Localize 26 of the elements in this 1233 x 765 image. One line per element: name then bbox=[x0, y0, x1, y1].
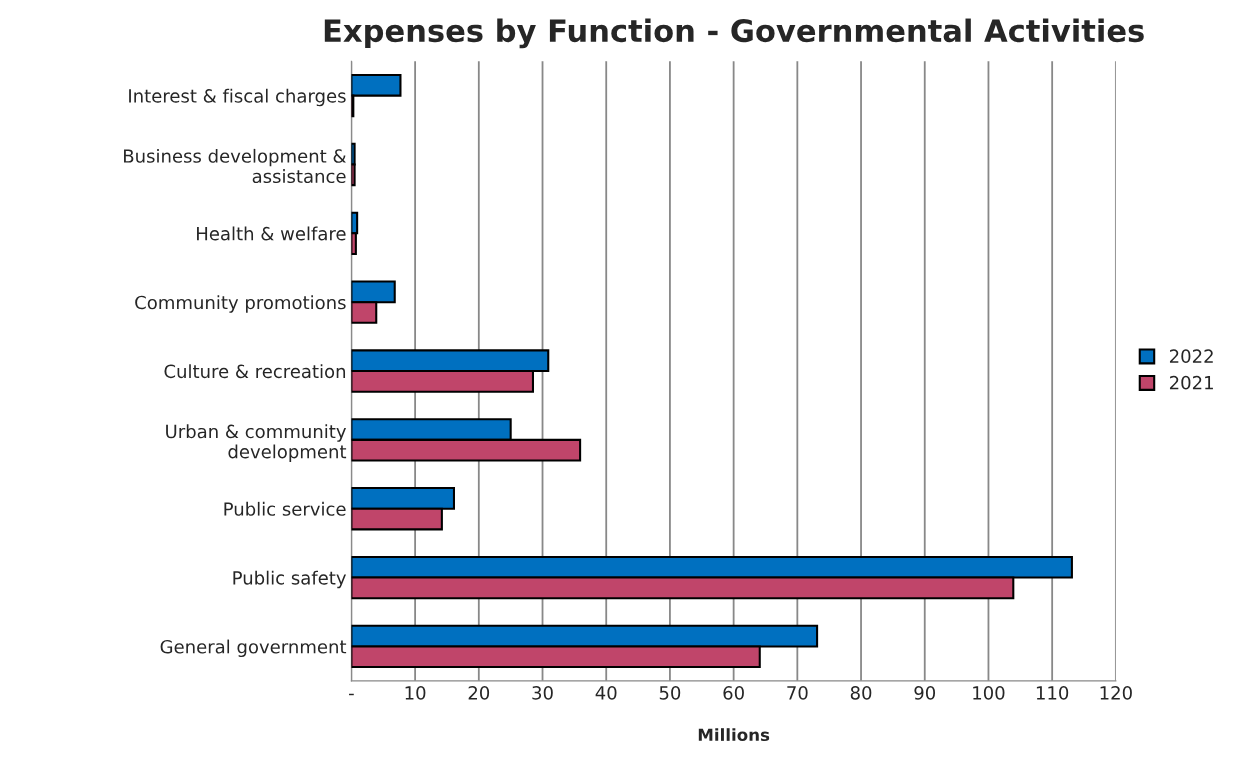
x-axis-title: Millions bbox=[698, 728, 770, 742]
y-tick-label: Interest & fiscal charges bbox=[129, 88, 346, 107]
y-tick-label: Culture & recreation bbox=[164, 364, 346, 379]
y-tick-label: Urban & community development bbox=[166, 424, 347, 462]
x-tick-label: 10 bbox=[405, 686, 426, 700]
y-tick-label: Business development & assistance bbox=[124, 148, 346, 184]
y-tick-label: General government bbox=[160, 639, 347, 658]
x-tick-label: 20 bbox=[468, 686, 490, 700]
x-tick-label: 60 bbox=[723, 686, 744, 700]
x-tick-label: 80 bbox=[850, 686, 872, 700]
x-tick-label: - bbox=[349, 693, 354, 696]
x-tick-label: 120 bbox=[1100, 686, 1132, 700]
legend-label: 2021 bbox=[1169, 375, 1213, 390]
x-tick-label: 110 bbox=[1036, 686, 1069, 700]
y-tick-label: Community promotions bbox=[135, 295, 346, 313]
y-tick-label: Public service bbox=[224, 501, 346, 516]
y-tick-label: Public safety bbox=[233, 570, 347, 589]
x-tick-label: 30 bbox=[532, 686, 553, 700]
y-tick-label: Health & welfare bbox=[197, 226, 346, 241]
x-tick-label: 50 bbox=[659, 686, 681, 700]
legend-label: 2022 bbox=[1169, 349, 1213, 364]
x-tick-label: 70 bbox=[787, 686, 808, 700]
x-tick-label: 100 bbox=[973, 686, 1005, 700]
x-tick-label: 40 bbox=[595, 686, 617, 700]
chart-title: Expenses by Function - Governmental Activities bbox=[324, 18, 1144, 49]
x-tick-label: 90 bbox=[914, 686, 936, 700]
